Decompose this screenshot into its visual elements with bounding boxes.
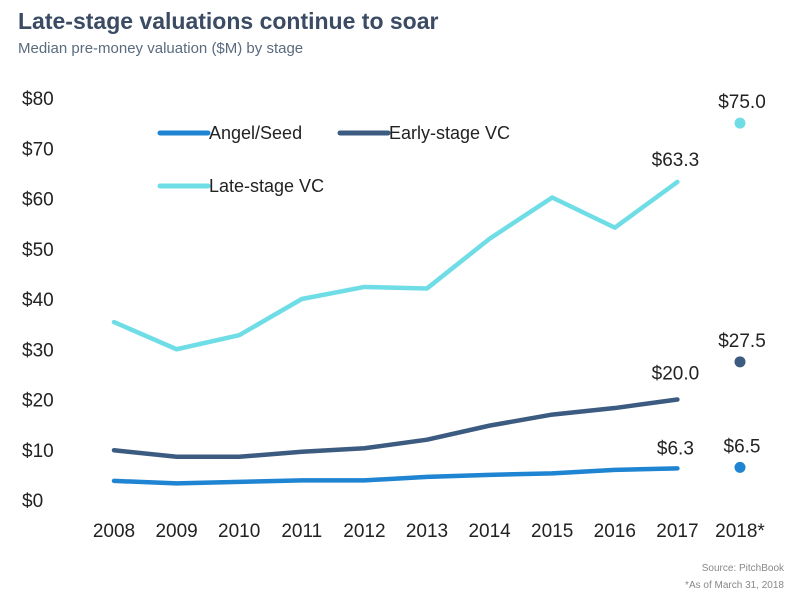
y-tick-label: $20 — [22, 391, 54, 412]
y-tick-label: $10 — [22, 441, 54, 462]
x-tick-label: 2018* — [715, 521, 765, 542]
x-tick-label: 2013 — [406, 521, 448, 542]
data-label: $63.3 — [652, 150, 700, 171]
source-note: Source: PitchBook — [701, 563, 784, 574]
y-tick-label: $70 — [22, 139, 54, 160]
x-tick-label: 2012 — [343, 521, 385, 542]
y-tick-label: $30 — [22, 340, 54, 361]
series-2018-dot — [734, 461, 746, 473]
y-axis-tick-labels: $0 $10 $20 $30 $40 $50 $60 $70 $80 — [22, 89, 54, 512]
x-tick-label: 2008 — [93, 521, 135, 542]
x-tick-label: 2015 — [531, 521, 573, 542]
y-tick-label: $60 — [22, 190, 54, 211]
series-line — [111, 397, 680, 460]
legend-label: Late-stage VC — [209, 176, 324, 196]
chart-legend: Angel/Seed Early-stage VC Late-stage VC — [157, 123, 510, 196]
x-tick-label: 2009 — [155, 521, 197, 542]
data-label: $6.5 — [724, 436, 761, 457]
data-label: $6.3 — [657, 438, 694, 459]
legend-label: Angel/Seed — [209, 123, 302, 143]
data-label: $75.0 — [718, 92, 766, 113]
y-tick-label: $40 — [22, 290, 54, 311]
series-line — [111, 179, 680, 352]
series-2018-dot — [734, 117, 746, 129]
chart-subtitle: Median pre-money valuation ($M) by stage — [18, 40, 304, 57]
footnote: *As of March 31, 2018 — [685, 580, 784, 591]
series-2018-points — [734, 117, 746, 473]
x-tick-label: 2010 — [218, 521, 260, 542]
y-tick-label: $0 — [22, 491, 43, 512]
x-tick-label: 2017 — [656, 521, 698, 542]
series-2018-dot — [734, 356, 746, 368]
series-lines — [111, 179, 680, 486]
x-axis-tick-labels: 2008 2009 2010 2011 2012 2013 2014 2015 2016 2017… — [93, 521, 766, 542]
y-tick-label: $50 — [22, 240, 54, 261]
y-tick-label: $80 — [22, 89, 54, 110]
x-tick-label: 2016 — [594, 521, 636, 542]
x-tick-label: 2014 — [468, 521, 511, 542]
x-tick-label: 2011 — [281, 521, 322, 542]
data-labels: $6.3 $6.5 $20.0 $27.5 $63.3 $75.0 — [652, 92, 766, 459]
chart-title: Late-stage valuations continue to soar — [18, 8, 439, 34]
data-label: $27.5 — [718, 331, 766, 352]
series-line — [111, 466, 680, 486]
data-label: $20.0 — [652, 364, 700, 385]
legend-label: Early-stage VC — [389, 123, 510, 143]
